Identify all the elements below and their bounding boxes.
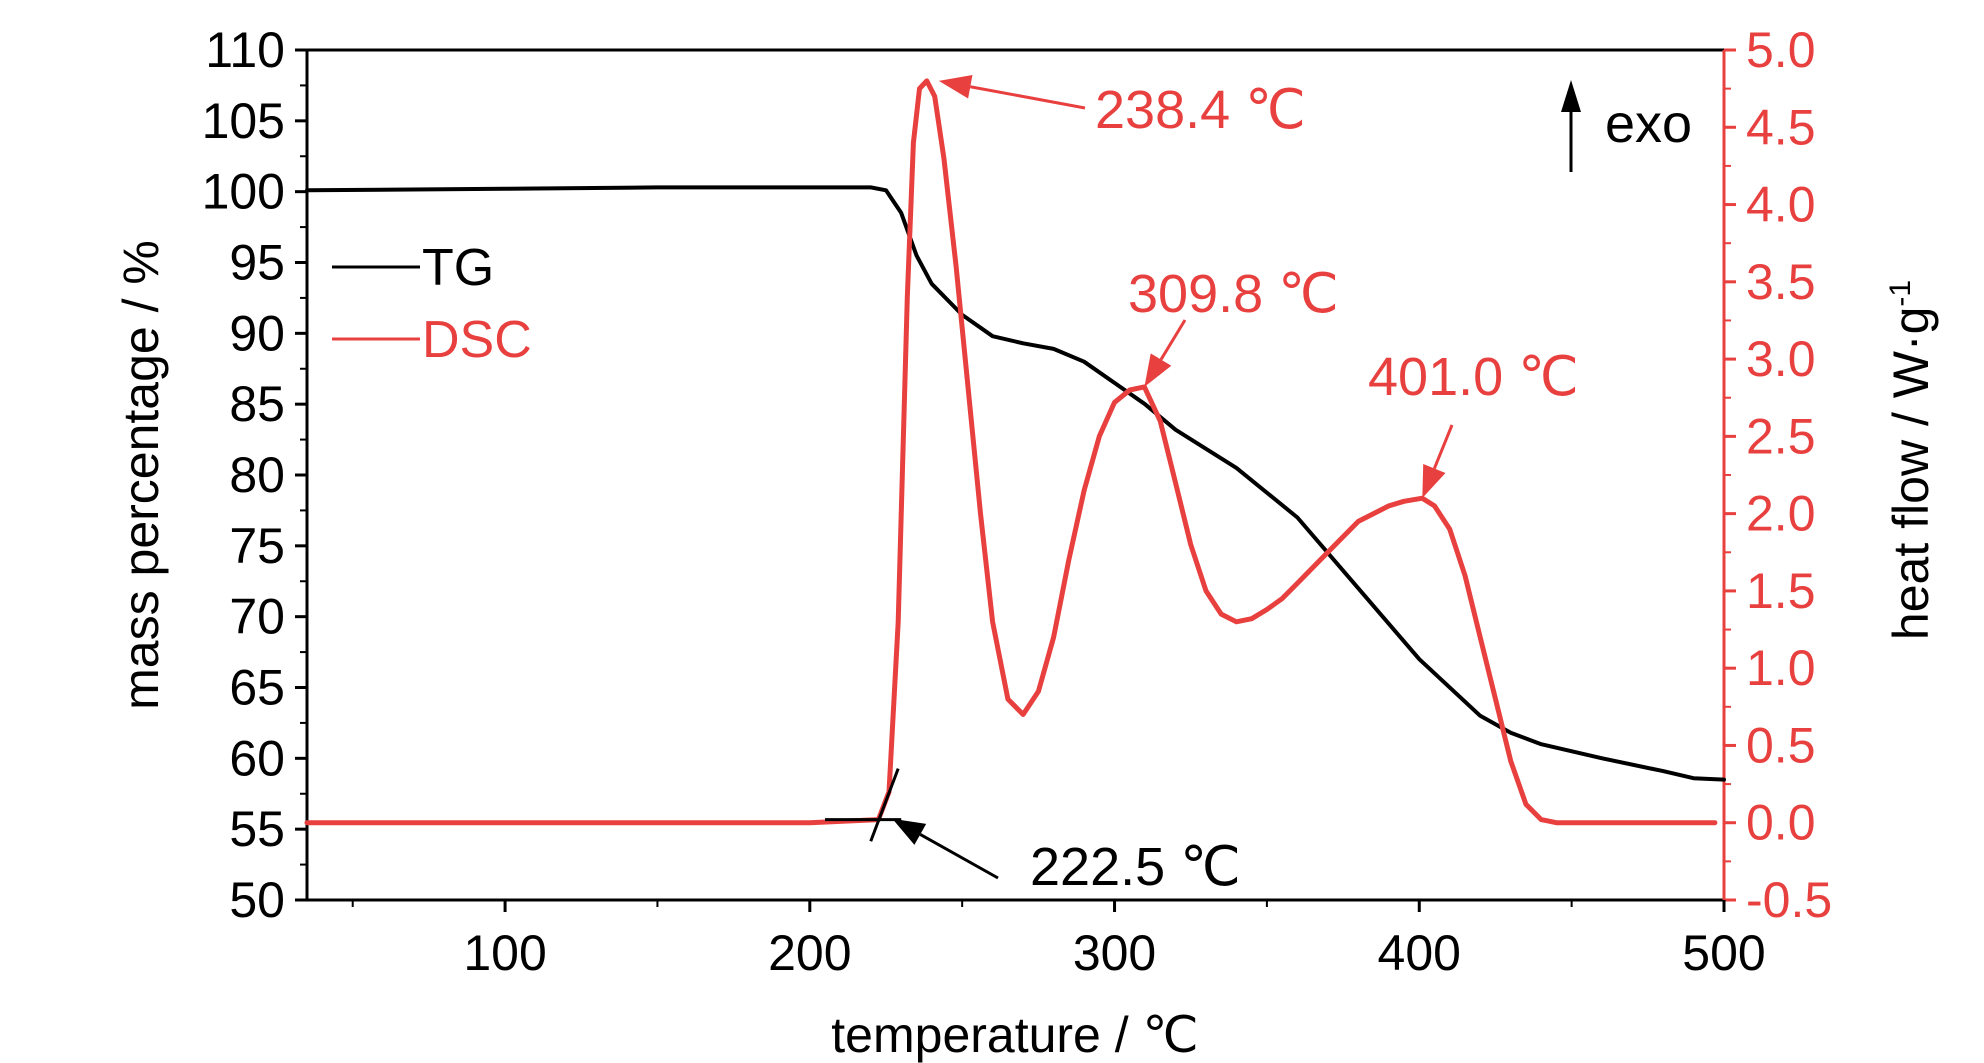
y-right-tick-label: 3.0 (1746, 331, 1816, 387)
bottom-axis-ticks: 100 200 300 400 500 (351, 900, 1766, 981)
y-left-tick-label: 110 (205, 22, 285, 78)
exo-arrow-icon (1561, 80, 1581, 112)
exo-indicator: exo (1561, 80, 1692, 172)
y-right-tick-label: 0.5 (1746, 717, 1816, 773)
series-line-dsc (304, 78, 1718, 826)
y-left-tick-label: 60 (229, 730, 285, 786)
y-right-axis-title-sup: -1 (1884, 280, 1917, 307)
y-left-axis-title: mass percentage / % (113, 240, 169, 710)
right-axis-ticks: -0.5 0.0 0.5 1.0 1.5 2.0 2.5 3.0 3.5 4.0 4.5 5.0 (1724, 22, 1832, 928)
x-tick-label: 500 (1682, 925, 1765, 981)
y-left-tick-label: 100 (202, 164, 285, 220)
y-left-tick-label: 95 (229, 235, 285, 291)
annotation-arrowhead-icon (1144, 353, 1172, 387)
y-left-tick-label: 80 (229, 447, 285, 503)
annotation-label: 222.5 ℃ (1030, 837, 1241, 897)
y-right-tick-label: 1.5 (1746, 563, 1816, 619)
left-axis-ticks: 50 55 60 65 70 75 80 85 90 95 100 105 110 (202, 22, 307, 928)
legend: TG DSC (332, 239, 532, 369)
annotation-arrowhead-icon (1422, 464, 1446, 499)
legend-label-tg: TG (422, 239, 494, 297)
y-left-tick-label: 105 (202, 93, 285, 149)
y-right-axis-title: heat flow / W·g-1 (1883, 280, 1939, 640)
annotation-arrow-shaft (970, 85, 1086, 110)
series-group (304, 78, 1726, 826)
annotations: 238.4 ℃ 309.8 ℃ 401.0 ℃ 222.5 ℃ (892, 74, 1579, 897)
y-right-tick-label: -0.5 (1746, 872, 1832, 928)
x-tick-label: 400 (1378, 925, 1461, 981)
series-line-tg (305, 185, 1726, 782)
y-right-tick-label: 2.0 (1746, 486, 1816, 542)
y-right-tick-label: 2.5 (1746, 408, 1816, 464)
exo-label: exo (1605, 94, 1692, 154)
x-tick-label: 200 (768, 925, 851, 981)
annotation-arrowhead-icon (938, 74, 973, 99)
onset-tangent-lines (825, 768, 902, 842)
annotation-arrow-shaft (919, 833, 999, 880)
y-right-axis-title-main: heat flow / W·g (1883, 307, 1939, 640)
y-right-tick-label: 5.0 (1746, 22, 1816, 78)
annotation-arrow-shaft (1432, 424, 1454, 470)
x-tick-label: 100 (463, 925, 546, 981)
y-left-tick-label: 85 (229, 376, 285, 432)
y-right-tick-label: 4.5 (1746, 99, 1816, 155)
y-left-tick-label: 75 (229, 518, 285, 574)
x-axis-title: temperature / ℃ (831, 1007, 1198, 1063)
annotation-label: 238.4 ℃ (1095, 80, 1306, 140)
y-left-tick-label: 65 (229, 660, 285, 716)
y-left-tick-label: 70 (229, 589, 285, 645)
y-right-tick-label: 3.5 (1746, 254, 1816, 310)
y-left-tick-label: 55 (229, 801, 285, 857)
y-right-tick-label: 0.0 (1746, 795, 1816, 851)
onset-slope-tangent (869, 768, 900, 842)
y-left-tick-label: 50 (229, 872, 285, 928)
legend-label-dsc: DSC (422, 311, 532, 369)
y-right-tick-label: 1.0 (1746, 640, 1816, 696)
y-left-tick-label: 90 (229, 305, 285, 361)
y-right-tick-label: 4.0 (1746, 177, 1816, 233)
annotation-label: 401.0 ℃ (1368, 347, 1579, 407)
annotation-arrowhead-icon (892, 818, 927, 845)
annotation-arrow-shaft (1159, 319, 1187, 361)
x-tick-label: 300 (1073, 925, 1156, 981)
plot-frame (305, 48, 1726, 902)
annotation-label: 309.8 ℃ (1128, 264, 1339, 324)
